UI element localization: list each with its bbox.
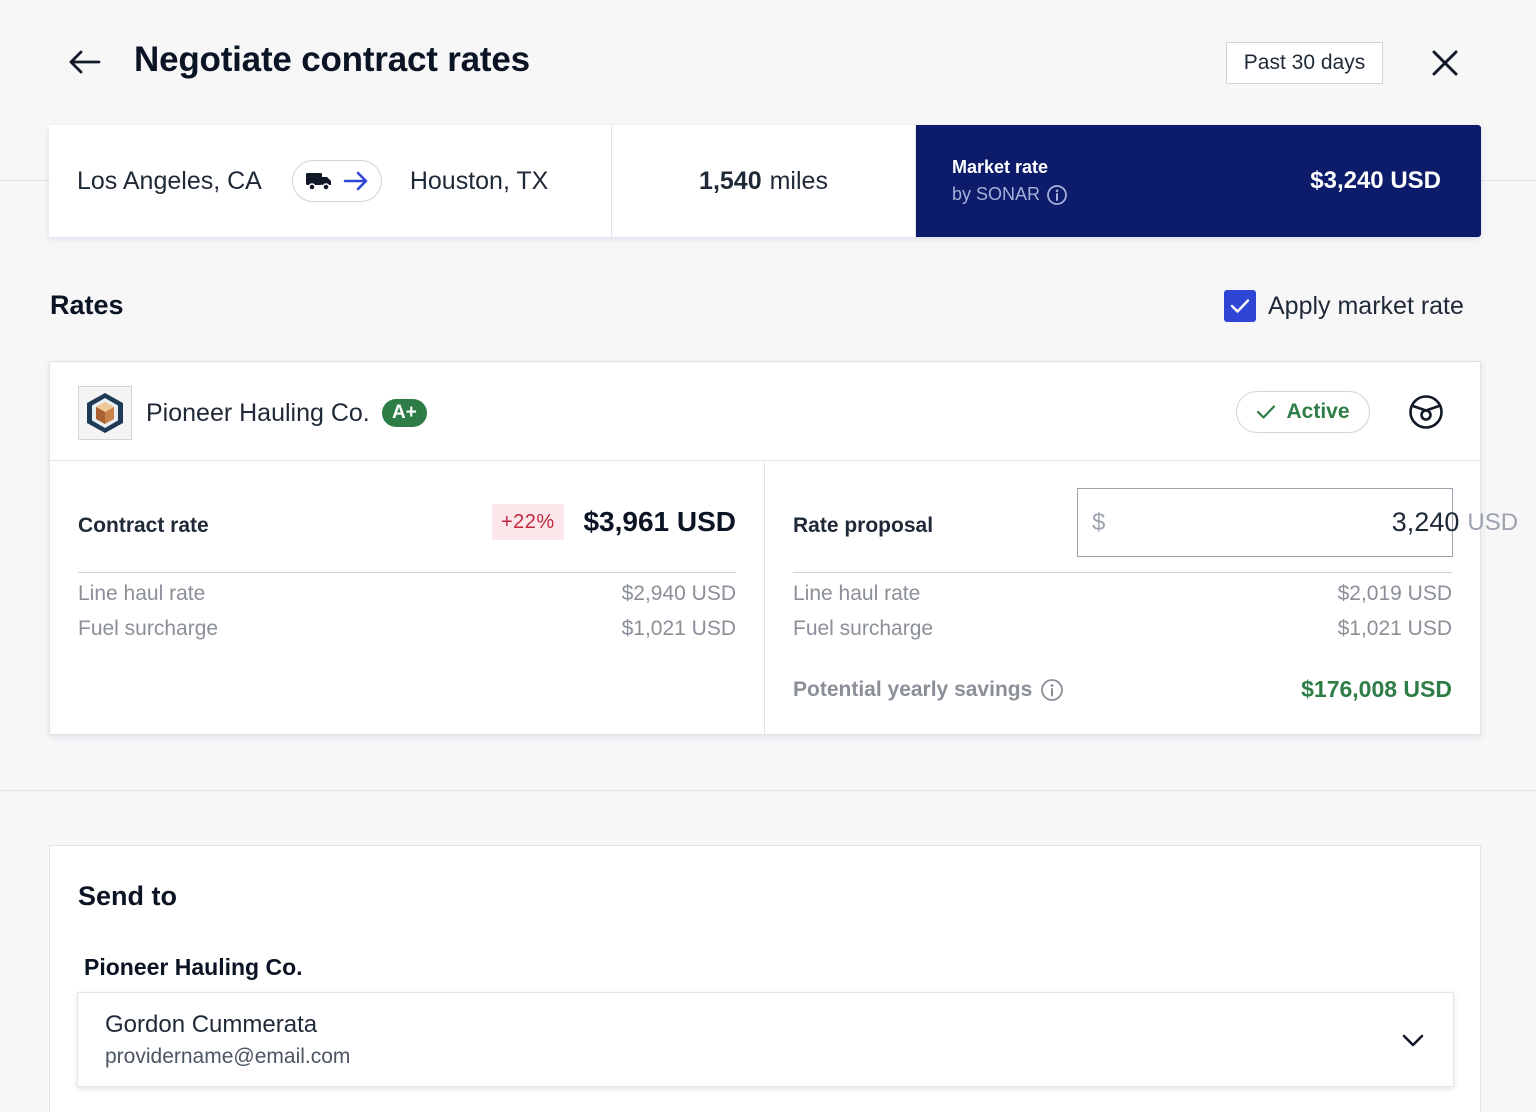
lane-distance: 1,540 miles bbox=[612, 125, 916, 237]
status-label: Active bbox=[1286, 400, 1350, 423]
line-haul-value: $2,019 USD bbox=[1337, 582, 1452, 605]
rate-proposal-input[interactable] bbox=[1105, 507, 1460, 538]
line-haul-row: Line haul rate $2,940 USD bbox=[78, 582, 736, 606]
truck-icon bbox=[305, 173, 331, 191]
divider bbox=[793, 572, 1452, 573]
savings-value: $176,008 USD bbox=[1301, 676, 1452, 702]
line-haul-row: Line haul rate $2,019 USD bbox=[793, 582, 1452, 606]
market-rate-source: by SONAR bbox=[952, 184, 1068, 206]
arrow-right-icon bbox=[343, 171, 368, 191]
fuel-surcharge-value: $1,021 USD bbox=[621, 617, 736, 640]
line-haul-label: Line haul rate bbox=[793, 582, 921, 605]
settings-icon bbox=[1409, 395, 1443, 429]
provider-settings-button[interactable] bbox=[1404, 390, 1448, 434]
chevron-down-icon bbox=[1401, 1029, 1425, 1053]
contact-name: Gordon Cummerata bbox=[105, 1011, 318, 1038]
fuel-surcharge-row: Fuel surcharge $1,021 USD bbox=[793, 617, 1452, 641]
close-button[interactable] bbox=[1422, 40, 1468, 86]
close-icon bbox=[1432, 50, 1458, 76]
distance-value: 1,540 bbox=[699, 166, 762, 195]
apply-market-rate-label: Apply market rate bbox=[1268, 291, 1464, 320]
destination-city: Houston, TX bbox=[409, 166, 549, 195]
distance-unit: miles bbox=[769, 166, 828, 195]
provider-name: Pioneer Hauling Co. bbox=[146, 399, 370, 427]
apply-market-rate-checkbox[interactable] bbox=[1224, 290, 1256, 322]
lane-summary-card: Los Angeles, CA Houston, TX 1,540 miles … bbox=[49, 125, 1481, 237]
send-to-company: Pioneer Hauling Co. bbox=[84, 954, 303, 980]
savings-label: Potential yearly savings bbox=[793, 677, 1033, 701]
rate-proposal-label: Rate proposal bbox=[793, 514, 934, 537]
contract-rate-value: $3,961 USD bbox=[583, 506, 736, 537]
market-rate-label: Market rate bbox=[952, 156, 1049, 177]
send-to-card: Send to Pioneer Hauling Co. Gordon Cumme… bbox=[49, 845, 1481, 1112]
rate-proposal-field[interactable]: $ USD bbox=[1077, 488, 1518, 557]
savings-row: Potential yearly savings $176,008 USD bbox=[793, 676, 1452, 703]
market-rate-panel: Market rate by SONAR $3,240 USD bbox=[916, 125, 1481, 237]
status-badge[interactable]: Active bbox=[1236, 391, 1370, 433]
info-icon[interactable] bbox=[1040, 678, 1064, 702]
info-icon[interactable] bbox=[1046, 184, 1068, 206]
fuel-surcharge-label: Fuel surcharge bbox=[793, 617, 934, 640]
send-to-heading: Send to bbox=[78, 881, 177, 911]
apply-market-rate-toggle[interactable]: Apply market rate bbox=[1224, 290, 1464, 322]
currency-unit: USD bbox=[1467, 508, 1519, 536]
line-haul-value: $2,940 USD bbox=[621, 582, 736, 605]
market-rate-source-text: by SONAR bbox=[952, 184, 1041, 204]
divider bbox=[78, 572, 736, 573]
page-title: Negotiate contract rates bbox=[134, 40, 530, 79]
currency-symbol: $ bbox=[1092, 508, 1106, 536]
fuel-surcharge-label: Fuel surcharge bbox=[78, 617, 219, 640]
contact-email: providername@email.com bbox=[105, 1045, 351, 1068]
back-button[interactable] bbox=[62, 40, 106, 84]
hexagon-logo-icon bbox=[87, 393, 123, 433]
route-indicator bbox=[291, 160, 382, 202]
provider-rate-card: Pioneer Hauling Co. A+ Active Contract r… bbox=[49, 361, 1518, 735]
lane-route: Los Angeles, CA Houston, TX bbox=[49, 125, 612, 237]
origin-city: Los Angeles, CA bbox=[77, 166, 262, 195]
section-divider bbox=[0, 790, 1536, 791]
period-selector[interactable]: Past 30 days bbox=[1226, 42, 1383, 84]
provider-grade-badge: A+ bbox=[382, 399, 427, 427]
fuel-surcharge-row: Fuel surcharge $1,021 USD bbox=[78, 617, 736, 641]
savings-label-group: Potential yearly savings bbox=[793, 678, 1064, 702]
rates-heading: Rates bbox=[50, 290, 124, 320]
contract-rate-label: Contract rate bbox=[78, 514, 209, 537]
rate-proposal-column: Rate proposal $ USD Line haul rate $2,01… bbox=[765, 462, 1518, 734]
fuel-surcharge-value: $1,021 USD bbox=[1337, 617, 1452, 640]
line-haul-label: Line haul rate bbox=[78, 582, 206, 605]
check-icon bbox=[1257, 405, 1276, 419]
provider-header: Pioneer Hauling Co. A+ Active bbox=[50, 362, 1480, 461]
provider-logo bbox=[78, 386, 132, 440]
page-header: Negotiate contract rates Past 30 days bbox=[0, 0, 1536, 125]
rate-change-badge: +22% bbox=[492, 504, 564, 540]
contact-select[interactable]: Gordon Cummerata providername@email.com bbox=[77, 992, 1454, 1087]
arrow-left-icon bbox=[69, 50, 101, 74]
market-rate-value: $3,240 USD bbox=[1310, 167, 1441, 194]
check-icon bbox=[1230, 299, 1250, 313]
contract-rate-column: Contract rate +22% $3,961 USD Line haul … bbox=[50, 462, 765, 734]
